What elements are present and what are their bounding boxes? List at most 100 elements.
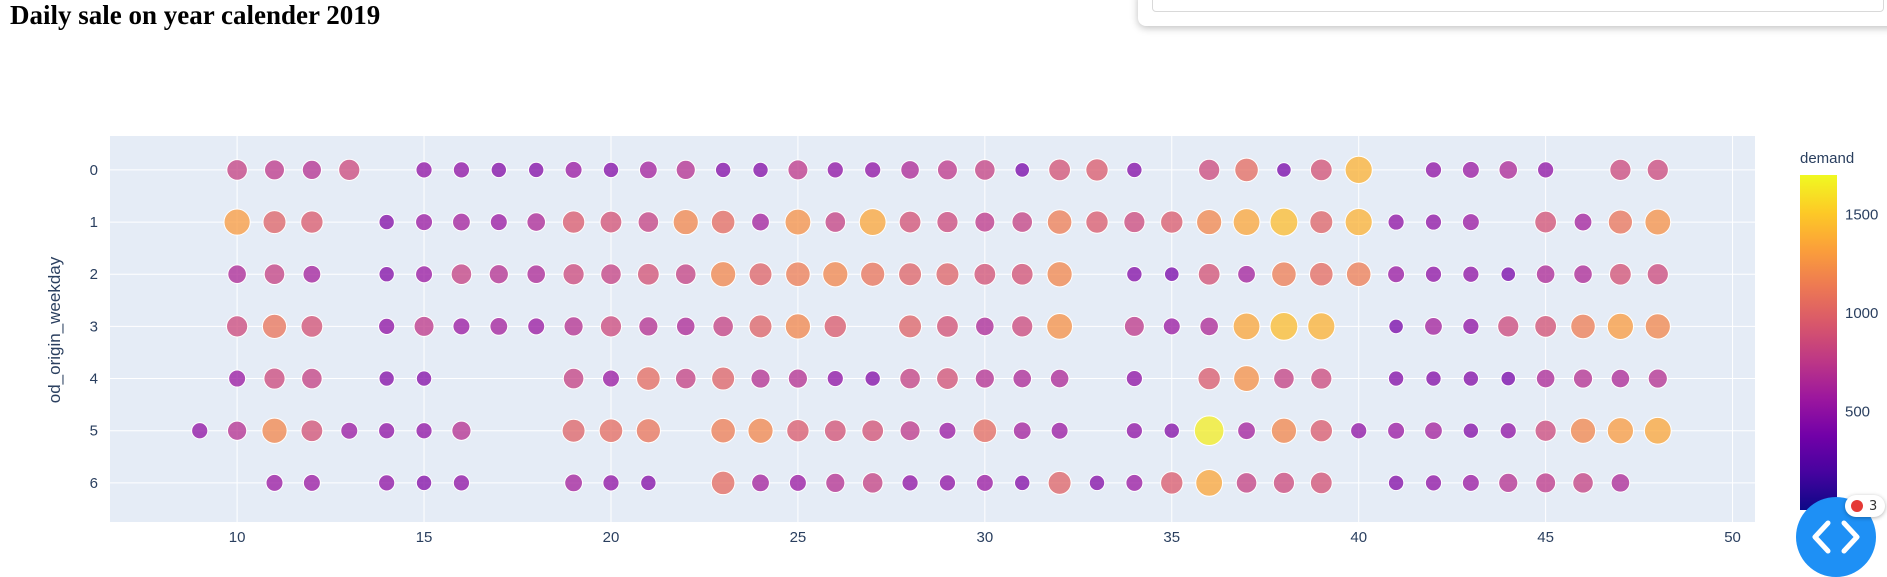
data-point[interactable] — [1269, 311, 1299, 341]
data-point[interactable] — [488, 264, 509, 285]
data-point[interactable] — [711, 366, 736, 391]
data-point[interactable] — [784, 313, 812, 340]
data-point[interactable] — [898, 314, 923, 339]
data-point[interactable] — [636, 262, 660, 286]
data-point[interactable] — [1011, 315, 1034, 338]
data-point[interactable] — [1309, 419, 1334, 443]
data-point[interactable] — [1123, 315, 1145, 337]
data-point[interactable] — [1197, 262, 1221, 286]
data-point[interactable] — [1534, 419, 1557, 442]
data-point[interactable] — [602, 474, 620, 492]
data-point[interactable] — [602, 161, 620, 179]
data-point[interactable] — [747, 417, 774, 444]
data-point[interactable] — [528, 161, 545, 179]
data-point[interactable] — [974, 159, 996, 181]
data-point[interactable] — [562, 367, 585, 390]
data-point[interactable] — [1499, 422, 1517, 440]
data-point[interactable] — [1237, 264, 1256, 284]
data-point[interactable] — [1424, 474, 1443, 492]
data-point[interactable] — [489, 213, 508, 232]
data-point[interactable] — [1387, 213, 1405, 231]
data-point[interactable] — [1014, 474, 1031, 492]
data-point[interactable] — [1345, 261, 1372, 288]
data-point[interactable] — [1497, 315, 1520, 338]
data-point[interactable] — [860, 261, 886, 287]
data-point[interactable] — [935, 262, 960, 287]
data-point[interactable] — [564, 473, 583, 493]
data-point[interactable] — [264, 159, 285, 181]
data-point[interactable] — [490, 161, 508, 179]
data-point[interactable] — [1196, 208, 1223, 236]
data-point[interactable] — [378, 422, 396, 440]
data-point[interactable] — [302, 264, 322, 284]
data-point[interactable] — [452, 474, 471, 492]
data-point[interactable] — [1271, 261, 1297, 288]
data-point[interactable] — [1050, 421, 1069, 440]
data-point[interactable] — [898, 262, 923, 287]
data-point[interactable] — [1462, 317, 1480, 335]
data-point[interactable] — [785, 261, 811, 288]
data-point[interactable] — [1607, 209, 1634, 235]
data-point[interactable] — [1046, 312, 1074, 340]
data-point[interactable] — [901, 474, 919, 492]
data-point[interactable] — [1644, 313, 1671, 340]
data-point[interactable] — [1195, 468, 1224, 497]
data-point[interactable] — [1233, 365, 1260, 392]
data-point[interactable] — [1234, 157, 1259, 183]
data-point[interactable] — [1572, 472, 1594, 494]
data-point[interactable] — [413, 315, 435, 337]
data-point[interactable] — [1570, 313, 1596, 340]
data-point[interactable] — [226, 159, 248, 181]
data-point[interactable] — [598, 418, 624, 444]
data-point[interactable] — [826, 161, 844, 179]
data-point[interactable] — [710, 261, 737, 288]
data-point[interactable] — [1309, 471, 1333, 495]
data-point[interactable] — [226, 315, 249, 338]
data-point[interactable] — [1350, 422, 1368, 440]
data-point[interactable] — [489, 316, 509, 336]
data-point[interactable] — [1462, 265, 1480, 283]
data-point[interactable] — [1461, 160, 1480, 179]
data-point[interactable] — [1270, 417, 1298, 444]
data-point[interactable] — [415, 213, 434, 232]
data-point[interactable] — [825, 472, 846, 493]
data-point[interactable] — [936, 314, 959, 338]
data-point[interactable] — [564, 160, 583, 179]
data-point[interactable] — [1163, 266, 1180, 283]
data-point[interactable] — [263, 367, 286, 390]
data-point[interactable] — [1197, 366, 1221, 391]
data-point[interactable] — [861, 419, 885, 443]
data-point[interactable] — [672, 208, 699, 236]
data-point[interactable] — [972, 418, 998, 444]
data-point[interactable] — [1126, 266, 1143, 283]
data-point[interactable] — [1237, 421, 1256, 441]
data-point[interactable] — [1647, 368, 1668, 389]
data-point[interactable] — [1534, 314, 1558, 338]
data-point[interactable] — [1232, 312, 1261, 341]
data-point[interactable] — [788, 473, 807, 492]
data-point[interactable] — [1387, 370, 1405, 387]
data-point[interactable] — [864, 161, 882, 179]
data-point[interactable] — [415, 422, 433, 440]
data-point[interactable] — [1425, 370, 1442, 387]
data-point[interactable] — [752, 161, 769, 179]
data-point[interactable] — [1610, 473, 1631, 493]
data-point[interactable] — [898, 210, 922, 234]
data-point[interactable] — [748, 314, 773, 339]
data-point[interactable] — [1573, 212, 1593, 232]
data-point[interactable] — [1462, 370, 1480, 387]
data-point[interactable] — [378, 213, 395, 231]
data-point[interactable] — [710, 209, 736, 235]
data-point[interactable] — [450, 263, 473, 286]
data-point[interactable] — [936, 367, 959, 390]
data-point[interactable] — [378, 370, 395, 387]
data-point[interactable] — [300, 419, 324, 443]
data-point[interactable] — [452, 317, 471, 336]
data-point[interactable] — [1123, 210, 1146, 234]
data-point[interactable] — [227, 420, 248, 441]
data-point[interactable] — [452, 161, 471, 179]
data-point[interactable] — [415, 474, 433, 492]
data-point[interactable] — [378, 474, 396, 492]
data-point[interactable] — [858, 208, 887, 236]
data-point[interactable] — [823, 419, 847, 443]
